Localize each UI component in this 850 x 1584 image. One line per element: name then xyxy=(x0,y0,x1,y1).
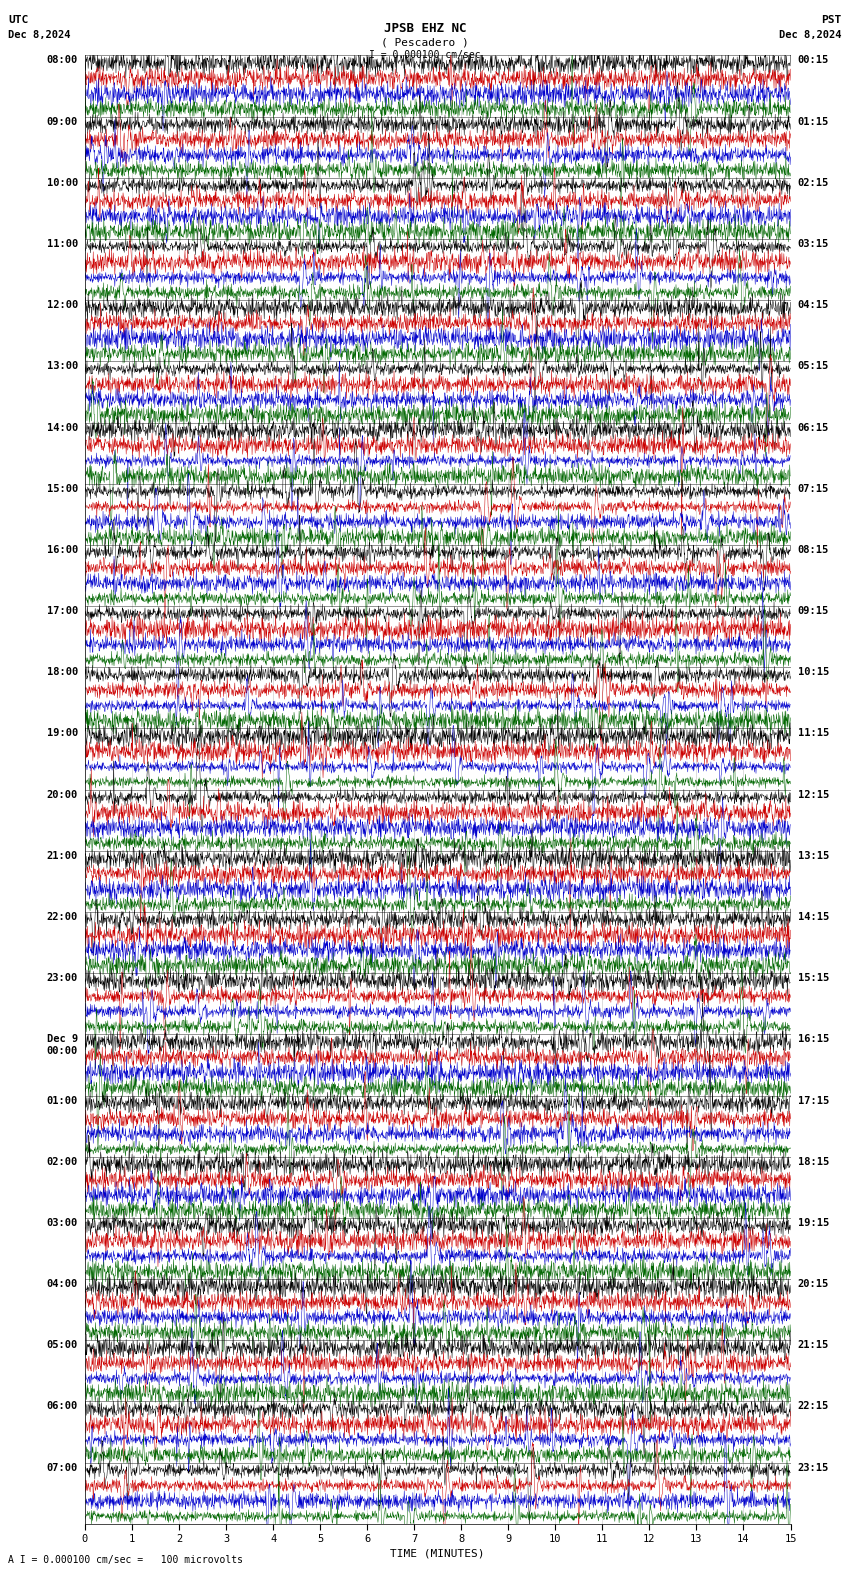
Text: 20:15: 20:15 xyxy=(797,1280,829,1289)
Text: PST: PST xyxy=(821,16,842,25)
Text: 00:15: 00:15 xyxy=(797,55,829,65)
Text: 21:15: 21:15 xyxy=(797,1340,829,1350)
Text: A I = 0.000100 cm/sec =   100 microvolts: A I = 0.000100 cm/sec = 100 microvolts xyxy=(8,1555,243,1565)
Text: I = 0.000100 cm/sec: I = 0.000100 cm/sec xyxy=(369,51,481,60)
Text: 07:15: 07:15 xyxy=(797,483,829,494)
Text: 13:00: 13:00 xyxy=(47,361,78,371)
Text: 03:00: 03:00 xyxy=(47,1218,78,1228)
Text: 07:00: 07:00 xyxy=(47,1462,78,1473)
Text: 09:15: 09:15 xyxy=(797,607,829,616)
Text: 09:00: 09:00 xyxy=(47,117,78,127)
Text: 10:15: 10:15 xyxy=(797,667,829,678)
Text: 03:15: 03:15 xyxy=(797,239,829,249)
Text: 22:00: 22:00 xyxy=(47,912,78,922)
Text: 01:00: 01:00 xyxy=(47,1096,78,1106)
Text: 21:00: 21:00 xyxy=(47,851,78,860)
Text: 06:00: 06:00 xyxy=(47,1402,78,1411)
Text: 02:00: 02:00 xyxy=(47,1156,78,1167)
Text: Dec 8,2024: Dec 8,2024 xyxy=(8,30,71,40)
Text: 16:15: 16:15 xyxy=(797,1034,829,1044)
Text: 01:15: 01:15 xyxy=(797,117,829,127)
Text: 23:00: 23:00 xyxy=(47,973,78,984)
Text: 18:15: 18:15 xyxy=(797,1156,829,1167)
Text: 08:15: 08:15 xyxy=(797,545,829,554)
Text: 06:15: 06:15 xyxy=(797,423,829,432)
Text: 22:15: 22:15 xyxy=(797,1402,829,1411)
Text: 16:00: 16:00 xyxy=(47,545,78,554)
Text: JPSB EHZ NC: JPSB EHZ NC xyxy=(383,22,467,35)
Text: 04:15: 04:15 xyxy=(797,301,829,310)
Text: 23:15: 23:15 xyxy=(797,1462,829,1473)
Text: 20:00: 20:00 xyxy=(47,789,78,800)
Text: 19:15: 19:15 xyxy=(797,1218,829,1228)
Text: 17:15: 17:15 xyxy=(797,1096,829,1106)
Text: 18:00: 18:00 xyxy=(47,667,78,678)
Text: ( Pescadero ): ( Pescadero ) xyxy=(381,38,469,48)
Text: 05:15: 05:15 xyxy=(797,361,829,371)
Text: 04:00: 04:00 xyxy=(47,1280,78,1289)
Text: 14:00: 14:00 xyxy=(47,423,78,432)
Text: 17:00: 17:00 xyxy=(47,607,78,616)
Text: 11:15: 11:15 xyxy=(797,729,829,738)
Text: Dec 8,2024: Dec 8,2024 xyxy=(779,30,842,40)
Text: 02:15: 02:15 xyxy=(797,177,829,188)
Text: 12:15: 12:15 xyxy=(797,789,829,800)
Text: 14:15: 14:15 xyxy=(797,912,829,922)
Text: 15:00: 15:00 xyxy=(47,483,78,494)
Text: 05:00: 05:00 xyxy=(47,1340,78,1350)
Text: 15:15: 15:15 xyxy=(797,973,829,984)
Text: 11:00: 11:00 xyxy=(47,239,78,249)
Text: Dec 9
00:00: Dec 9 00:00 xyxy=(47,1034,78,1057)
X-axis label: TIME (MINUTES): TIME (MINUTES) xyxy=(390,1549,485,1559)
Text: 12:00: 12:00 xyxy=(47,301,78,310)
Text: 10:00: 10:00 xyxy=(47,177,78,188)
Text: UTC: UTC xyxy=(8,16,29,25)
Text: 19:00: 19:00 xyxy=(47,729,78,738)
Text: 13:15: 13:15 xyxy=(797,851,829,860)
Text: 08:00: 08:00 xyxy=(47,55,78,65)
